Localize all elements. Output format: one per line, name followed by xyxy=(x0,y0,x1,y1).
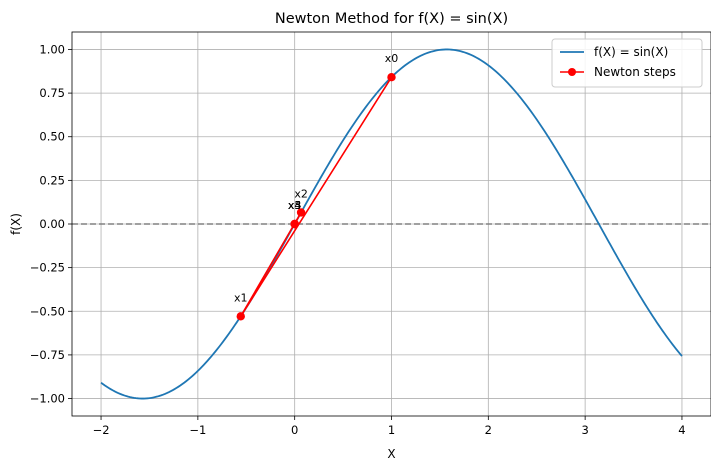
newton-step-label: x1 xyxy=(234,291,248,304)
newton-step-label: x4 xyxy=(288,199,302,212)
newton-step-point xyxy=(290,219,299,229)
newton-step-label: x3 xyxy=(288,199,302,212)
legend-marker-newton xyxy=(568,68,576,76)
y-tick-label: −0.75 xyxy=(30,348,65,362)
legend-label-sin: f(X) = sin(X) xyxy=(594,45,668,59)
y-tick-label: 0.00 xyxy=(39,217,65,231)
x-tick-label: 1 xyxy=(388,423,395,437)
x-tick-label: 2 xyxy=(485,423,492,437)
newton-step-label: x2 xyxy=(294,187,308,200)
newton-step-point xyxy=(296,208,306,217)
newton-steps-line xyxy=(240,76,393,317)
y-tick-label: −0.50 xyxy=(30,304,65,318)
x-tick-label: −1 xyxy=(189,423,206,437)
axis-ticks: −2 −1 0 1 2 3 4 −1.00 −0.75 −0.50 −0.25 0.00 0.25 0.5… xyxy=(30,42,686,437)
y-tick-label: −0.25 xyxy=(30,261,65,275)
y-tick-label: −1.00 xyxy=(30,392,65,406)
y-tick-label: 0.25 xyxy=(39,173,65,187)
chart-title: Newton Method for f(X) = sin(X) xyxy=(275,11,508,27)
x-tick-label: 0 xyxy=(291,423,298,437)
legend: f(X) = sin(X) Newton steps xyxy=(551,38,703,88)
newton-step-point xyxy=(387,73,396,82)
legend-label-newton: Newton steps xyxy=(594,65,676,79)
y-axis-label: f(X) xyxy=(9,213,23,235)
newton-step-label: x5 xyxy=(288,199,302,212)
x-axis-label: X xyxy=(387,447,395,461)
x-tick-label: 3 xyxy=(581,423,588,437)
newton-step-point xyxy=(236,312,245,321)
x-tick-label: −2 xyxy=(93,423,110,437)
y-tick-label: 0.75 xyxy=(39,86,65,100)
newton-step-label: x0 xyxy=(385,52,399,65)
x-tick-label: 4 xyxy=(678,423,685,437)
legend-box xyxy=(551,38,703,88)
y-tick-label: 0.50 xyxy=(39,130,65,144)
y-tick-label: 1.00 xyxy=(39,42,65,56)
